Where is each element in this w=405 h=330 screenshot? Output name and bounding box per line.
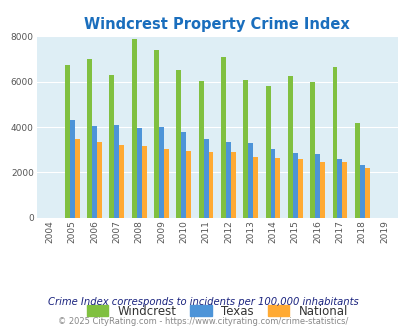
Bar xyxy=(252,156,258,218)
Bar xyxy=(65,65,70,218)
Bar xyxy=(225,142,230,218)
Bar xyxy=(364,168,369,218)
Bar xyxy=(243,80,247,218)
Bar xyxy=(337,159,341,218)
Bar xyxy=(119,145,124,218)
Bar xyxy=(354,122,359,218)
Bar xyxy=(297,159,302,218)
Text: Crime Index corresponds to incidents per 100,000 inhabitants: Crime Index corresponds to incidents per… xyxy=(47,297,358,307)
Bar xyxy=(208,152,213,218)
Bar xyxy=(181,132,186,218)
Bar xyxy=(220,57,225,218)
Text: © 2025 CityRating.com - https://www.cityrating.com/crime-statistics/: © 2025 CityRating.com - https://www.city… xyxy=(58,317,347,326)
Bar xyxy=(154,50,159,218)
Bar xyxy=(275,158,279,218)
Bar xyxy=(359,165,364,218)
Bar xyxy=(319,162,324,218)
Legend: Windcrest, Texas, National: Windcrest, Texas, National xyxy=(81,300,352,322)
Bar xyxy=(92,126,97,218)
Title: Windcrest Property Crime Index: Windcrest Property Crime Index xyxy=(84,17,349,32)
Bar xyxy=(341,162,346,218)
Bar xyxy=(265,86,270,218)
Bar xyxy=(203,139,208,218)
Bar xyxy=(70,120,75,218)
Bar xyxy=(109,75,114,218)
Bar xyxy=(176,70,181,218)
Bar xyxy=(332,67,337,218)
Bar xyxy=(159,127,164,218)
Bar xyxy=(309,82,314,218)
Bar xyxy=(292,153,297,218)
Bar xyxy=(132,39,136,218)
Bar xyxy=(136,127,141,218)
Bar xyxy=(164,149,168,218)
Bar xyxy=(314,154,319,218)
Bar xyxy=(198,81,203,218)
Bar xyxy=(186,151,191,218)
Bar xyxy=(270,149,275,218)
Bar xyxy=(114,125,119,218)
Bar xyxy=(247,144,252,218)
Bar xyxy=(97,142,102,218)
Bar xyxy=(230,151,235,218)
Bar xyxy=(141,146,146,218)
Bar xyxy=(87,59,92,218)
Bar xyxy=(75,139,79,218)
Bar xyxy=(287,77,292,218)
